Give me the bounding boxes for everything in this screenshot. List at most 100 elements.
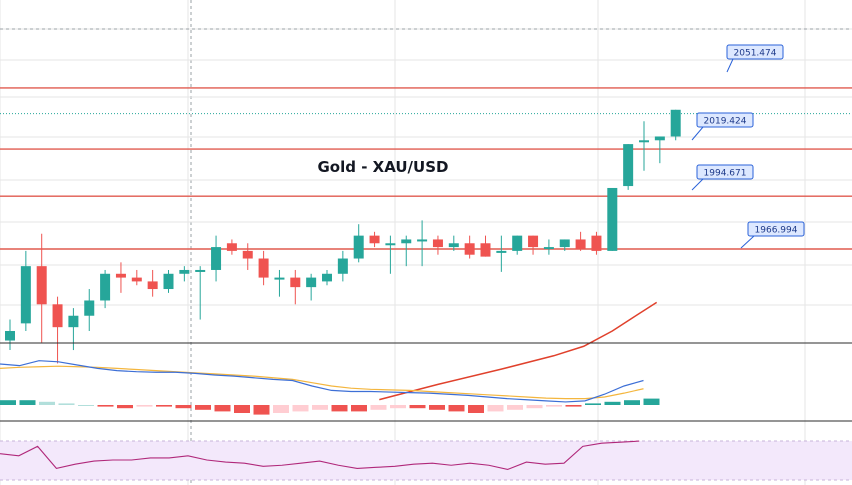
candle-body: [528, 235, 539, 248]
candle-body: [147, 281, 158, 290]
level-callout: 2019.424: [691, 112, 754, 141]
callout-pointer: [691, 178, 704, 191]
support-resistance-lines: [0, 87, 852, 250]
macd-histogram-bar: [156, 405, 172, 407]
macd-histogram-bar: [429, 405, 445, 410]
macd-histogram-bar: [546, 405, 562, 407]
macd-histogram-bar: [624, 400, 640, 405]
callout-label: 2019.424: [704, 117, 747, 127]
candle-body: [432, 239, 443, 248]
macd-histogram-bar: [292, 405, 309, 412]
level-callouts: 2051.474 2019.424 1994.671 1966.994: [691, 44, 805, 249]
candle-body: [179, 269, 190, 274]
candle-body: [654, 136, 665, 141]
macd-histogram-bar: [390, 405, 406, 409]
level-callout: 1994.671: [691, 164, 754, 191]
candle-body: [258, 258, 269, 278]
level-callout: 1966.994: [740, 221, 805, 249]
macd-histogram-bar: [370, 405, 387, 410]
candle-body: [639, 140, 649, 143]
candle-body: [448, 243, 459, 248]
macd-line: [0, 360, 644, 403]
macd-histogram-bar: [58, 403, 75, 405]
candle-body: [385, 243, 396, 246]
macd-histogram-bar: [565, 405, 582, 407]
candle-body: [353, 235, 364, 259]
candle-body: [68, 315, 79, 328]
macd-histogram-bar: [507, 405, 523, 410]
candle-body: [52, 304, 63, 328]
macd-histogram-bar: [331, 405, 348, 412]
macd-histogram-bar: [97, 405, 114, 407]
macd-histogram-bar: [214, 405, 231, 412]
macd-histogram-bar: [468, 405, 484, 413]
macd-histogram-bar: [585, 403, 601, 405]
macd-histogram-bar: [0, 400, 16, 405]
macd-panel: [0, 360, 660, 415]
macd-histogram-bar: [643, 398, 660, 405]
macd-signal-line: [0, 365, 644, 400]
candle-body: [464, 243, 475, 255]
chart-title: Gold - XAU/USD: [318, 158, 449, 176]
candle-body: [226, 243, 237, 251]
macd-histogram-bar: [78, 405, 94, 406]
candle-body: [623, 144, 634, 187]
candle-body: [337, 258, 348, 274]
candle-body: [512, 235, 523, 251]
candle-body: [322, 273, 332, 282]
callout-box: [696, 112, 754, 128]
moving-average: [379, 301, 658, 401]
candle-body: [559, 239, 570, 248]
candle-body: [242, 250, 253, 259]
callout-label: 1994.671: [704, 169, 747, 179]
rsi-panel: [0, 440, 852, 481]
callout-pointer: [691, 126, 704, 141]
macd-histogram-bar: [526, 405, 543, 409]
macd-histogram-bar: [312, 405, 328, 410]
level-callout: 2051.474: [726, 44, 784, 73]
macd-histogram-bar: [409, 405, 426, 409]
candle-body: [195, 269, 206, 272]
macd-histogram-bar: [448, 405, 465, 412]
candlesticks: [5, 109, 681, 364]
callout-pointer: [726, 58, 734, 73]
rsi-line: [0, 440, 640, 471]
macd-histogram-bar: [604, 401, 621, 405]
candle-body: [607, 187, 618, 251]
candle-body: [575, 239, 586, 249]
candle-body: [131, 277, 142, 282]
callout-box: [747, 221, 805, 237]
macd-histogram-bar: [351, 405, 367, 412]
candle-body: [496, 250, 507, 253]
candle-body: [369, 235, 380, 244]
candle-body: [480, 243, 491, 257]
macd-histogram-bar: [175, 405, 192, 409]
macd-histogram-bar: [273, 405, 289, 413]
macd-histogram-bar: [234, 405, 250, 413]
candle-body: [20, 266, 31, 324]
panel-separators: [0, 342, 852, 422]
candle-body: [5, 330, 15, 341]
callout-label: 1966.994: [755, 226, 798, 236]
macd-histogram-bar: [19, 400, 36, 405]
callout-label: 2051.474: [734, 49, 777, 59]
candle-body: [306, 277, 317, 288]
candle-body: [84, 300, 95, 316]
callout-pointer: [740, 235, 755, 249]
macd-histogram-bar: [136, 405, 153, 407]
macd-histogram-bar: [39, 401, 55, 405]
candle-body: [591, 235, 602, 251]
moving-average-line: [379, 301, 658, 401]
candle-body: [401, 239, 412, 244]
callout-box: [726, 44, 784, 60]
macd-histogram-bar: [195, 405, 211, 410]
candle-body: [274, 277, 285, 280]
candle-body: [417, 239, 428, 242]
macd-histogram-bar: [487, 405, 504, 412]
macd-histogram-bar: [117, 405, 133, 409]
candle-body: [100, 273, 111, 301]
candle-body: [290, 277, 301, 288]
candle-body: [211, 247, 222, 270]
